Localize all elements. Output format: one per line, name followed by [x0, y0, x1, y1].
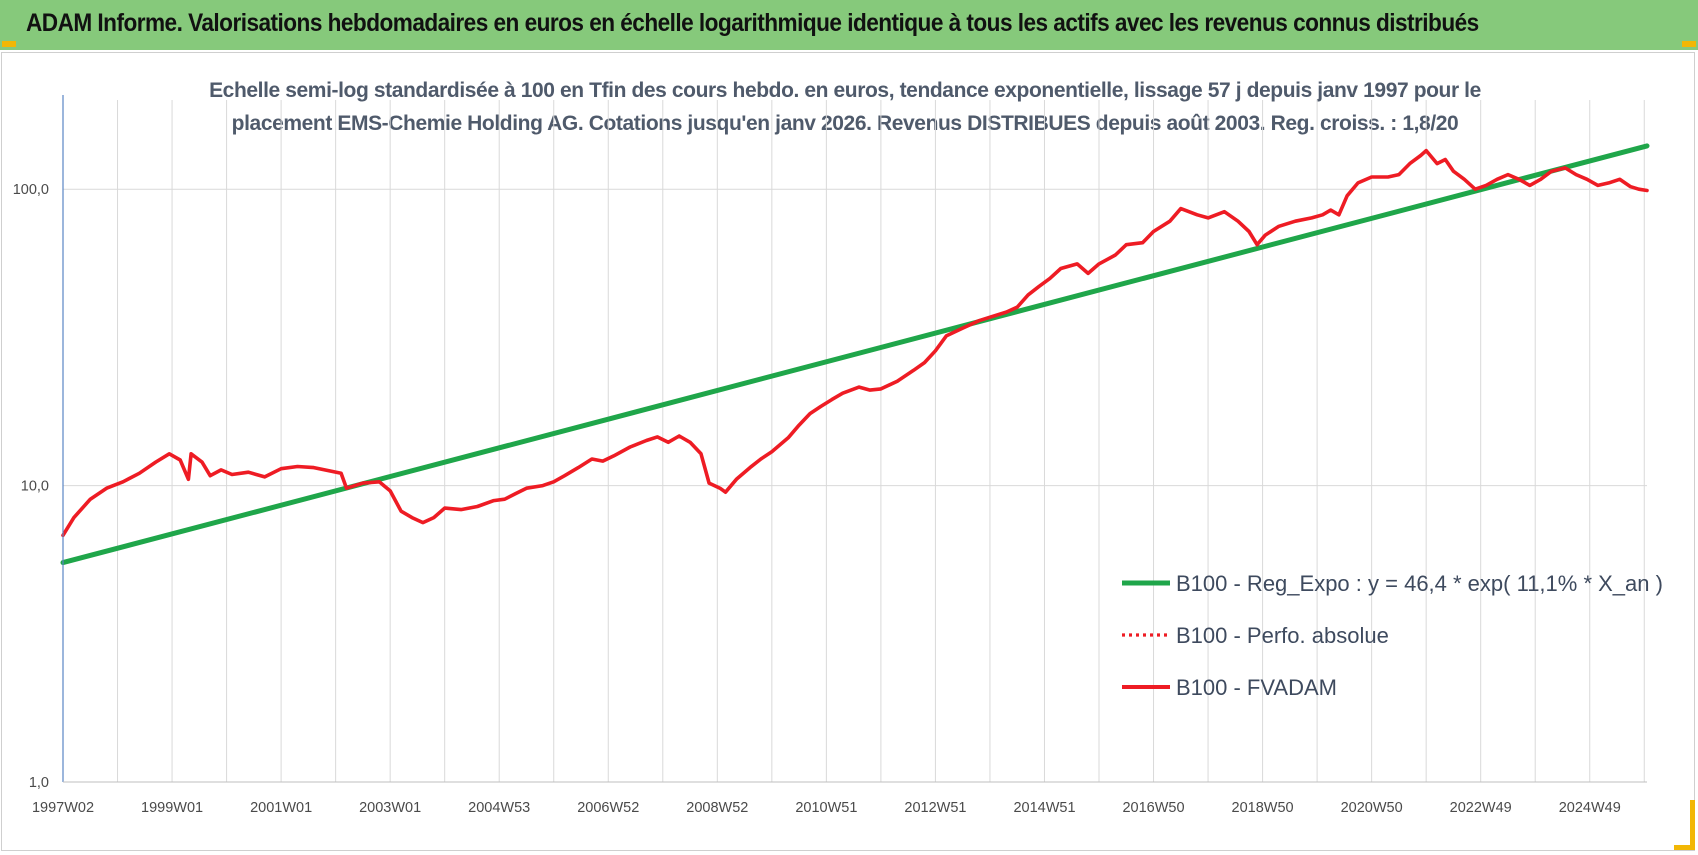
- series-line-fvadam: [61, 148, 1649, 538]
- x-tick-label: 2024W49: [1559, 800, 1621, 816]
- chart-subtitle-line-1: Echelle semi-log standardisée à 100 en T…: [209, 79, 1481, 102]
- series-line-reg-expo: [60, 143, 1650, 566]
- axis-layer: 1,0 10,0 100,0 1997W02 1999W01 2001W01 2003W01…: [13, 95, 1647, 816]
- x-tick-label: 2010W51: [795, 800, 857, 816]
- legend-fvadam-label: B100 - FVADAM: [1176, 675, 1337, 700]
- x-tick-label: 2016W50: [1122, 800, 1184, 816]
- x-tick-label: 1997W02: [32, 800, 94, 816]
- corner-marker-top-left: [2, 41, 16, 47]
- corner-marker-top-right: [1682, 41, 1696, 47]
- x-tick-label: 2008W52: [686, 800, 748, 816]
- y-tick-label: 100,0: [13, 182, 49, 198]
- series-layer: [60, 143, 1650, 566]
- corner-marker-bottom-right: [1674, 845, 1694, 850]
- x-tick-label: 2018W50: [1232, 800, 1294, 816]
- chart-subtitle-line-2: placement EMS-Chemie Holding AG. Cotatio…: [231, 112, 1459, 135]
- title-banner: ADAM Informe. Valorisations hebdomadaire…: [0, 0, 1698, 50]
- chart-frame: [1, 52, 1695, 851]
- x-tick-label: 1999W01: [141, 800, 203, 816]
- x-tick-label: 2012W51: [904, 800, 966, 816]
- report-title: ADAM Informe. Valorisations hebdomadaire…: [26, 9, 1479, 37]
- x-tick-label: 2001W01: [250, 800, 312, 816]
- x-tick-label: 2014W51: [1013, 800, 1075, 816]
- corner-marker-right-bracket: [1690, 800, 1695, 850]
- legend-reg-expo-label: B100 - Reg_Expo : y = 46,4 * exp( 11,1% …: [1176, 571, 1663, 596]
- x-tick-label: 2004W53: [468, 800, 530, 816]
- x-tick-label: 2020W50: [1341, 800, 1403, 816]
- y-tick-label: 10,0: [21, 479, 49, 495]
- legend-layer: B100 - Reg_Expo : y = 46,4 * exp( 11,1% …: [1122, 571, 1663, 700]
- y-tick-label: 1,0: [29, 775, 49, 791]
- x-tick-label: 2003W01: [359, 800, 421, 816]
- chart-subtitle: Echelle semi-log standardisée à 100 en T…: [140, 74, 1550, 140]
- x-tick-label: 2006W52: [577, 800, 639, 816]
- grid-layer: [62, 100, 1647, 783]
- x-tick-label: 2022W49: [1450, 800, 1512, 816]
- legend-perfo-absolue-label: B100 - Perfo. absolue: [1176, 623, 1389, 648]
